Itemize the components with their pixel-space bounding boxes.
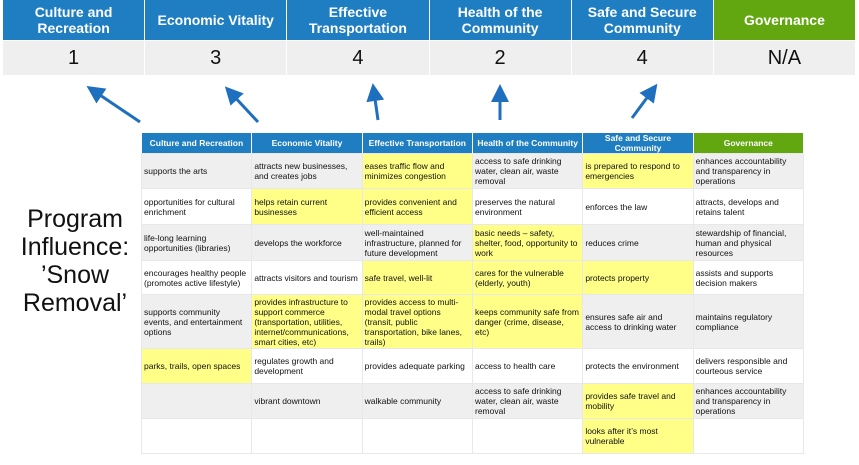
- table-cell: protects the environment: [582, 348, 694, 384]
- table-cell: vibrant downtown: [251, 383, 363, 419]
- table-cell: supports community events, and entertain…: [140, 294, 253, 349]
- table-cell: protects property: [582, 260, 694, 295]
- summary-header: Safe and Secure Community: [571, 0, 714, 40]
- table-cell: provides access to multi-modal travel op…: [361, 294, 473, 349]
- table-cell: eases traffic flow and minimizes congest…: [361, 153, 473, 189]
- table-cell: develops the workforce: [251, 224, 363, 261]
- table-cell: encourages healthy people (promotes acti…: [140, 260, 253, 295]
- program-title: Program Influence: ’Snow Removal’: [20, 205, 130, 317]
- table-row: opportunities for cultural enrichment hel…: [140, 188, 805, 225]
- table-cell: enhances accountability and transparency…: [692, 153, 805, 189]
- summary-header: Governance: [713, 0, 856, 40]
- arrow-safe: [630, 83, 658, 119]
- table-header: Safe and Secure Community: [582, 133, 694, 154]
- table-row: supports the arts attracts new businesses…: [140, 153, 805, 189]
- summary-header: Health of the Community: [429, 0, 572, 40]
- table-cell: looks after it’s most vulnerable: [582, 418, 694, 454]
- table-cell: provides safe travel and mobility: [582, 383, 694, 419]
- summary-header: Culture and Recreation: [3, 0, 146, 40]
- table-cell: safe travel, well-lit: [361, 260, 473, 295]
- table-cell: supports the arts: [140, 153, 253, 189]
- table-cell: preserves the natural environment: [471, 188, 584, 225]
- summary-score: 4: [571, 40, 714, 75]
- table-cell: enforces the law: [582, 188, 694, 225]
- table-cell: keeps community safe from danger (crime,…: [471, 294, 584, 349]
- table-cell: well-maintained infrastructure, planned …: [361, 224, 473, 261]
- summary-header: Economic Vitality: [145, 0, 288, 40]
- table-cell: provides convenient and efficient access: [361, 188, 473, 225]
- table-cell: attracts visitors and tourism: [251, 260, 363, 295]
- table-cell: regulates growth and development: [251, 348, 363, 384]
- table-cell: ensures safe air and access to drinking …: [582, 294, 694, 349]
- table-header: Effective Transportation: [362, 133, 473, 154]
- summary-score: 4: [287, 40, 430, 75]
- table-cell: access to safe drinking water, clean air…: [471, 153, 584, 189]
- table-header: Culture and Recreation: [141, 133, 253, 154]
- table-header: Governance: [693, 133, 805, 154]
- table-cell: access to safe drinking water, clean air…: [471, 383, 584, 419]
- summary-score: N/A: [713, 40, 856, 75]
- table-row: supports community events, and entertain…: [140, 294, 805, 349]
- table-cell: parks, trails, open spaces: [140, 348, 253, 384]
- table-cell: helps retain current businesses: [251, 188, 363, 225]
- table-cell: provides adequate parking: [361, 348, 473, 384]
- arrow-economic: [224, 86, 260, 124]
- summary-header: Effective Transportation: [287, 0, 430, 40]
- table-cell: attracts new businesses, and creates job…: [251, 153, 363, 189]
- table-row: encourages healthy people (promotes acti…: [140, 260, 805, 295]
- table-cell: delivers responsible and courteous servi…: [692, 348, 805, 384]
- table-cell: [471, 418, 584, 454]
- summary-score: 3: [145, 40, 288, 75]
- table-row: parks, trails, open spaces regulates grow…: [140, 348, 805, 384]
- table-cell: basic needs – safety, shelter, food, opp…: [471, 224, 584, 261]
- table-cell: reduces crime: [582, 224, 694, 261]
- table-cell: [251, 418, 363, 454]
- influence-table: Culture and Recreation Economic Vitality E…: [140, 133, 805, 454]
- summary-score: 1: [3, 40, 146, 75]
- table-cell: [361, 418, 473, 454]
- table-cell: attracts, develops and retains talent: [692, 188, 805, 225]
- table-cell: life-long learning opportunities (librar…: [140, 224, 253, 261]
- summary-grid: Culture and Recreation Economic Vitality E…: [3, 0, 856, 75]
- table-cell: is prepared to respond to emergencies: [582, 153, 694, 189]
- table-header: Health of the Community: [472, 133, 584, 154]
- table-cell: opportunities for cultural enrichment: [140, 188, 253, 225]
- table-cell: [692, 418, 805, 454]
- table-cell: stewardship of financial, human and phys…: [692, 224, 805, 261]
- table-cell: assists and supports decision makers: [692, 260, 805, 295]
- table-row: vibrant downtown walkable community access…: [140, 383, 805, 419]
- table-cell: walkable community: [361, 383, 473, 419]
- arrow-transportation: [366, 83, 385, 121]
- table-cell: [140, 418, 253, 454]
- table-row: life-long learning opportunities (librar…: [140, 224, 805, 261]
- table-cell: [140, 383, 253, 419]
- table-cell: provides infrastructure to support comme…: [251, 294, 363, 349]
- arrow-culture: [86, 85, 141, 124]
- table-cell: maintains regulatory compliance: [692, 294, 805, 349]
- table-row: looks after it’s most vulnerable: [140, 418, 805, 454]
- table-cell: access to health care: [471, 348, 584, 384]
- table-header: Economic Vitality: [251, 133, 363, 154]
- table-cell: enhances accountability and transparency…: [692, 383, 805, 419]
- summary-score: 2: [429, 40, 572, 75]
- table-cell: cares for the vulnerable (elderly, youth…: [471, 260, 584, 295]
